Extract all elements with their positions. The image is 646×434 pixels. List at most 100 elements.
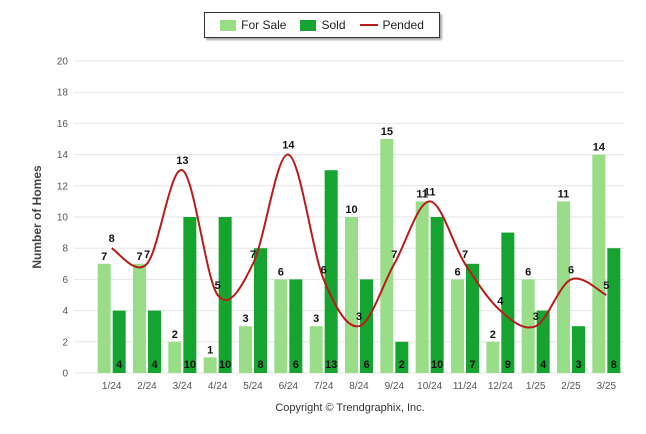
- x-tick-label: 2/24: [137, 381, 157, 392]
- bar-sold[interactable]: [466, 263, 479, 373]
- bar-sold[interactable]: [183, 217, 197, 373]
- data-label-pended: 7: [391, 249, 397, 261]
- x-tick-label: 5/24: [243, 381, 263, 392]
- bar-sold[interactable]: [112, 310, 126, 373]
- pended-line[interactable]: [111, 153, 607, 329]
- legend-label-pended: Pended: [382, 18, 424, 32]
- bar-for-sale[interactable]: [486, 341, 500, 373]
- data-label-for-sale: 14: [593, 142, 606, 154]
- data-label-pended: 14: [282, 140, 295, 152]
- bar-for-sale[interactable]: [133, 263, 146, 373]
- data-label-pended: 3: [356, 311, 362, 323]
- data-label-sold: 10: [219, 359, 231, 371]
- data-label-pended: 11: [424, 186, 436, 198]
- bar-sold[interactable]: [430, 217, 444, 373]
- data-label-sold: 4: [540, 359, 547, 371]
- bar-sold[interactable]: [324, 170, 338, 373]
- y-tick-label: 6: [62, 275, 68, 286]
- data-label-for-sale: 11: [558, 188, 570, 200]
- data-label-sold: 6: [363, 359, 369, 371]
- y-tick-label: 20: [57, 57, 69, 68]
- data-label-sold: 8: [611, 359, 617, 371]
- data-label-pended: 7: [144, 249, 150, 261]
- x-tick-label: 10/24: [417, 381, 442, 392]
- data-label-pended: 6: [568, 264, 574, 276]
- data-label-sold: 8: [257, 359, 263, 371]
- bar-for-sale[interactable]: [239, 326, 252, 373]
- data-label-sold: 7: [469, 359, 475, 371]
- data-label-pended: 4: [497, 296, 504, 308]
- bar-for-sale[interactable]: [97, 263, 111, 373]
- legend-label-for-sale: For Sale: [241, 18, 287, 32]
- x-tick-label: 6/24: [279, 381, 299, 392]
- data-label-sold: 4: [116, 359, 123, 371]
- x-tick-label: 2/25: [561, 381, 581, 392]
- bar-for-sale[interactable]: [521, 279, 535, 373]
- x-tick-label: 4/24: [208, 381, 228, 392]
- bar-sold[interactable]: [501, 232, 515, 373]
- data-label-pended: 7: [462, 249, 468, 261]
- bar-for-sale[interactable]: [168, 341, 182, 373]
- bar-sold[interactable]: [254, 248, 267, 373]
- data-label-sold: 4: [151, 359, 158, 371]
- x-tick-label: 8/24: [349, 381, 369, 392]
- data-label-sold: 10: [431, 359, 443, 371]
- data-label-sold: 2: [399, 359, 405, 371]
- legend: For Sale Sold Pended: [204, 12, 440, 38]
- bar-for-sale[interactable]: [380, 139, 394, 373]
- data-label-for-sale: 2: [172, 329, 178, 341]
- bar-sold[interactable]: [289, 279, 303, 373]
- y-tick-label: 2: [62, 337, 68, 348]
- x-tick-label: 1/24: [102, 381, 122, 392]
- data-label-sold: 10: [184, 359, 196, 371]
- data-label-pended: 6: [321, 264, 327, 276]
- data-label-for-sale: 7: [136, 251, 142, 263]
- data-label-for-sale: 10: [345, 204, 357, 216]
- y-tick-label: 4: [62, 306, 68, 317]
- bar-sold[interactable]: [395, 341, 409, 373]
- copyright-credit: Copyright © Trendgraphix, Inc.: [275, 402, 425, 414]
- data-label-for-sale: 3: [313, 313, 319, 325]
- x-tick-label: 9/24: [385, 381, 405, 392]
- y-tick-label: 18: [57, 88, 69, 99]
- legend-item-pended[interactable]: Pended: [359, 18, 424, 32]
- data-label-pended: 13: [176, 155, 188, 167]
- bar-for-sale[interactable]: [203, 357, 217, 373]
- bar-sold[interactable]: [572, 326, 585, 373]
- data-label-for-sale: 6: [278, 266, 284, 278]
- x-tick-label: 11/24: [453, 381, 478, 392]
- data-label-for-sale: 1: [207, 344, 213, 356]
- bar-sold[interactable]: [218, 217, 232, 373]
- data-label-for-sale: 3: [242, 313, 248, 325]
- x-tick-label: 1/25: [526, 381, 546, 392]
- x-tick-label: 12/24: [488, 381, 513, 392]
- bar-sold[interactable]: [607, 248, 621, 373]
- x-tick-label: 7/24: [314, 381, 334, 392]
- x-tick-label: 3/25: [597, 381, 617, 392]
- bar-sold[interactable]: [360, 279, 373, 373]
- bar-for-sale[interactable]: [309, 326, 323, 373]
- y-tick-label: 8: [62, 244, 68, 255]
- bar-for-sale[interactable]: [274, 279, 288, 373]
- y-tick-label: 16: [57, 119, 69, 130]
- y-tick-label: 14: [57, 150, 69, 161]
- legend-label-sold: Sold: [321, 18, 346, 32]
- legend-item-for-sale[interactable]: For Sale: [220, 18, 286, 32]
- legend-item-sold[interactable]: Sold: [300, 18, 346, 32]
- data-label-pended: 3: [533, 311, 539, 323]
- pended-line-group: [111, 153, 607, 329]
- bar-sold[interactable]: [536, 310, 550, 373]
- y-tick-label: 12: [57, 181, 69, 192]
- y-tick-label: 0: [62, 369, 68, 380]
- bar-for-sale[interactable]: [592, 154, 606, 373]
- y-axis-label: Number of Homes: [30, 165, 44, 269]
- data-label-for-sale: 11: [416, 188, 428, 200]
- bar-for-sale[interactable]: [451, 279, 464, 373]
- bar-for-sale[interactable]: [345, 217, 358, 373]
- bar-for-sale[interactable]: [415, 201, 429, 373]
- bar-sold[interactable]: [148, 310, 161, 373]
- data-label-pended: 5: [215, 280, 221, 292]
- data-label-sold: 9: [505, 359, 511, 371]
